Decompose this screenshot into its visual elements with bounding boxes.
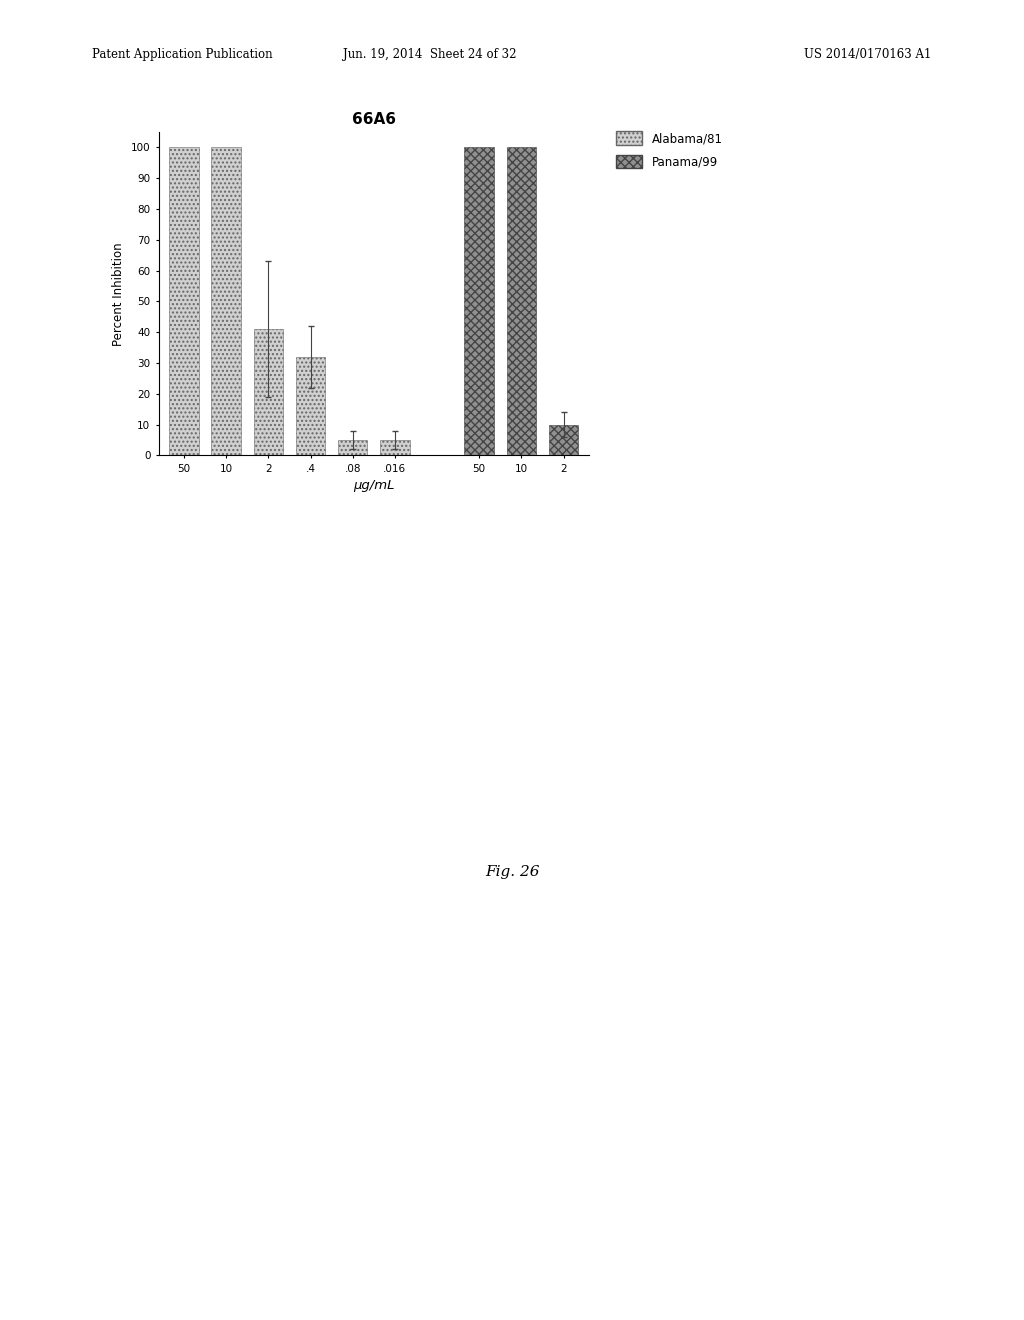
Text: US 2014/0170163 A1: US 2014/0170163 A1 [805,48,932,61]
Y-axis label: Percent Inhibition: Percent Inhibition [113,242,125,346]
Bar [338,440,368,455]
Bar [254,329,283,455]
X-axis label: μg/mL: μg/mL [353,479,394,492]
Bar [549,425,579,455]
Bar [296,356,326,455]
Text: Jun. 19, 2014  Sheet 24 of 32: Jun. 19, 2014 Sheet 24 of 32 [343,48,517,61]
Title: 66A6: 66A6 [352,112,395,127]
Legend: Alabama/81, Panama/99: Alabama/81, Panama/99 [616,132,723,169]
Bar [507,148,537,455]
Text: Fig. 26: Fig. 26 [484,865,540,879]
Bar [169,148,199,455]
Bar [211,148,241,455]
Bar [465,148,494,455]
Bar [380,440,410,455]
Text: Patent Application Publication: Patent Application Publication [92,48,272,61]
